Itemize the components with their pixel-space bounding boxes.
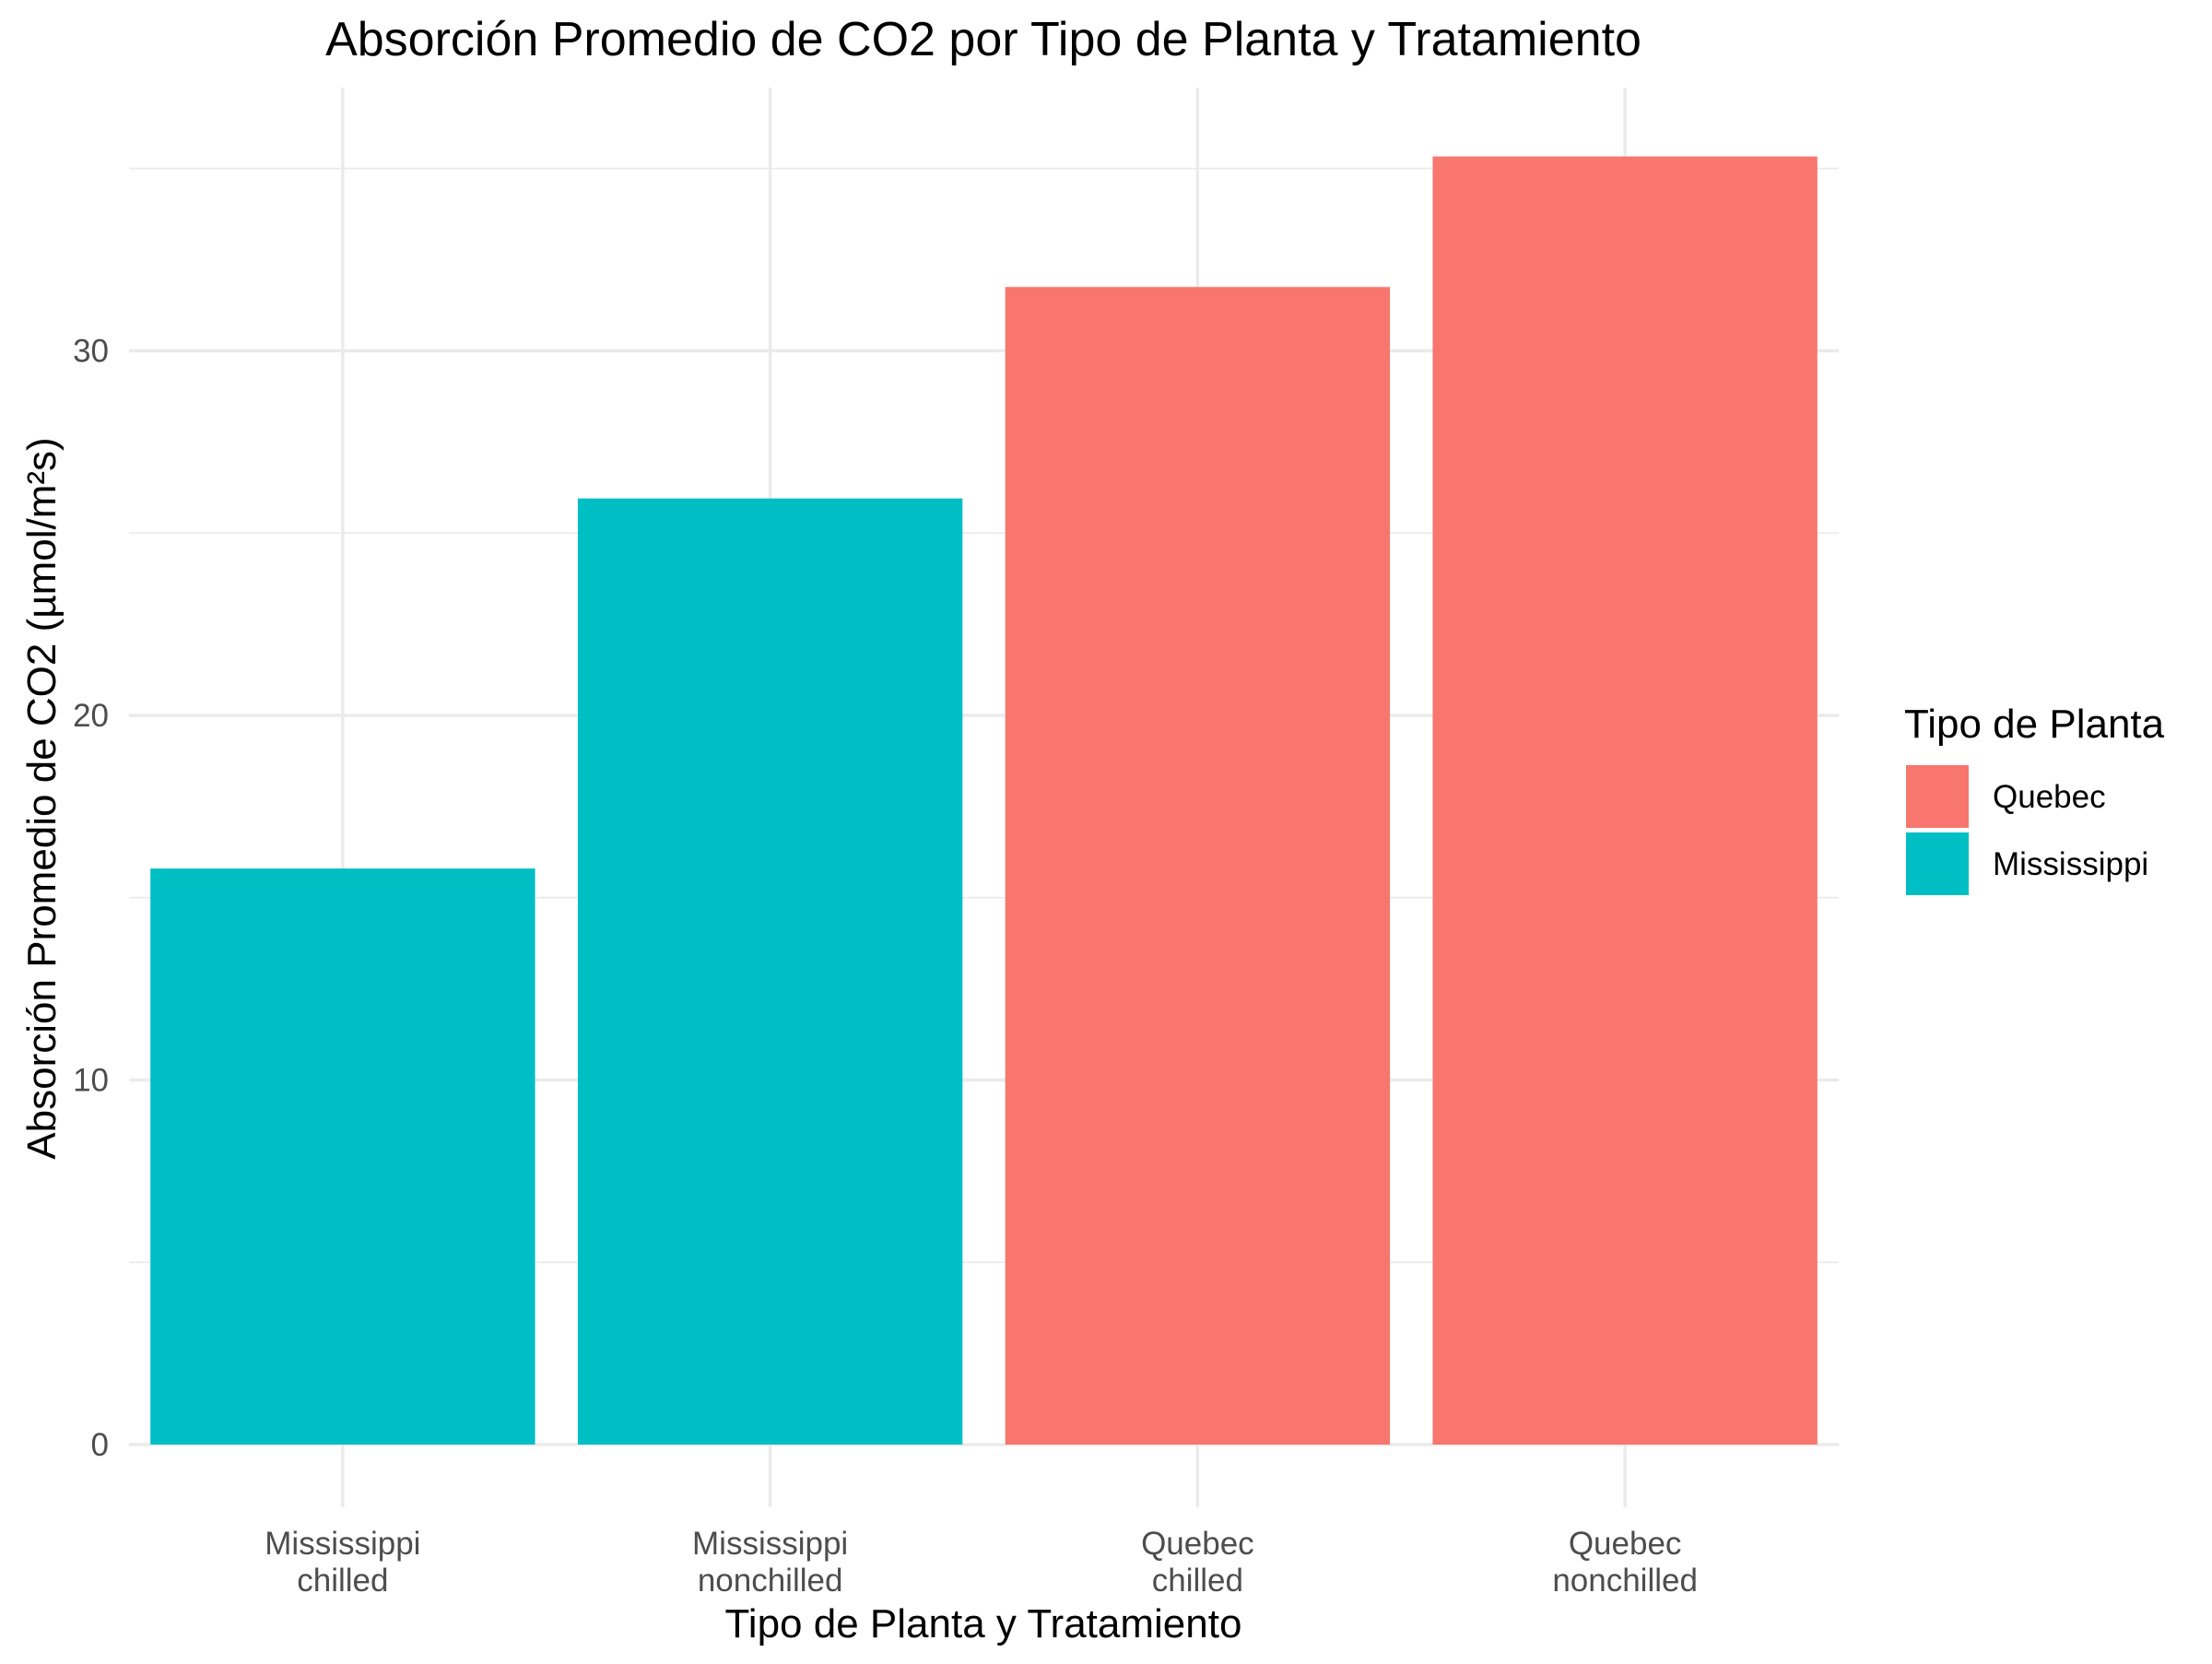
- bar-2: [1005, 287, 1391, 1446]
- y-tick-label: 10: [73, 1063, 109, 1099]
- chart-title: Absorción Promedio de CO2 por Tipo de Pl…: [325, 13, 1641, 66]
- bar-3: [1432, 156, 1818, 1446]
- legend-entries: Quebec Mississippi: [1906, 765, 2148, 895]
- y-tick-labels: 0 10 20 30: [73, 334, 109, 1464]
- bar-1: [577, 498, 963, 1445]
- x-axis-title: Tipo de Planta y Tratamiento: [725, 1601, 1242, 1646]
- legend-key-quebec: [1906, 765, 1969, 828]
- y-tick-label: 30: [73, 334, 109, 370]
- x-tick-label: Mississippi chilled: [265, 1526, 420, 1599]
- legend-key-mississippi: [1906, 832, 1969, 895]
- legend-label-quebec: Quebec: [1993, 779, 2106, 815]
- x-tick-label: Quebec nonchilled: [1552, 1526, 1698, 1599]
- legend: Tipo de Planta Quebec Mississippi: [1904, 702, 2165, 895]
- y-tick-label: 0: [91, 1427, 109, 1463]
- bars-layer: [150, 156, 1818, 1446]
- bar-0: [150, 868, 535, 1445]
- y-axis-title: Absorción Promedio de CO2 (µmol/m²s): [19, 437, 65, 1159]
- legend-label-mississippi: Mississippi: [1993, 846, 2148, 882]
- legend-title: Tipo de Planta: [1904, 702, 2165, 747]
- x-tick-label: Mississippi nonchilled: [692, 1526, 848, 1599]
- x-tick-labels: Mississippi chilled Mississippi nonchilled Q…: [265, 1526, 1698, 1599]
- y-tick-label: 20: [73, 698, 109, 734]
- x-tick-label: Quebec chilled: [1141, 1526, 1254, 1599]
